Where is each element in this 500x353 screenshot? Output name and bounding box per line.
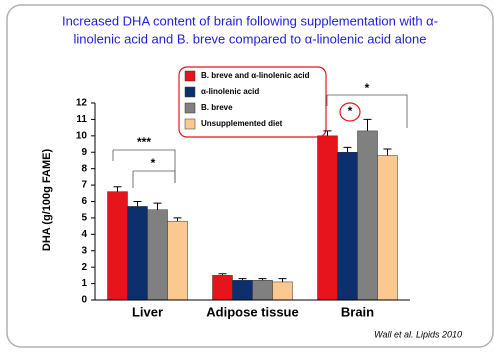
error-bar: [323, 130, 332, 136]
legend-swatch: [184, 118, 196, 130]
y-tick-label: 5: [81, 213, 87, 224]
y-tick-label: 11: [76, 114, 87, 125]
annotation: *: [348, 104, 353, 118]
y-tick-label: 12: [76, 98, 88, 109]
legend-swatch: [184, 86, 196, 98]
y-tick-label: 7: [81, 180, 87, 191]
legend-label: B. breve: [201, 103, 233, 112]
y-tick-label: 1: [81, 278, 87, 289]
y-tick-label: 9: [81, 147, 87, 158]
annotation: *: [151, 156, 156, 170]
y-tick-label: 10: [76, 130, 88, 141]
x-tick-label: Adipose tissue: [206, 304, 298, 319]
y-tick-label: 2: [81, 262, 87, 273]
bar: [317, 135, 338, 301]
y-tick-label: 6: [81, 196, 87, 207]
error-bar: [133, 201, 142, 207]
y-axis-label: DHA (g/100g FAME): [41, 149, 53, 252]
y-tick-label: 0: [81, 295, 87, 306]
highlight-circle: [339, 102, 361, 122]
error-bar: [153, 202, 162, 210]
bar: [252, 280, 273, 301]
legend-label: Unsupplemented diet: [201, 119, 283, 128]
error-bar: [238, 278, 247, 281]
error-bar: [113, 186, 122, 192]
bar: [147, 209, 168, 301]
bar: [357, 130, 378, 301]
error-bar: [278, 278, 287, 282]
significance-bracket: [132, 170, 176, 188]
significance-bracket: [326, 94, 408, 128]
chart-title: Increased DHA content of brain following…: [62, 13, 438, 28]
legend-box: [178, 66, 327, 138]
x-tick-label: Liver: [132, 304, 163, 319]
error-bar: [383, 148, 392, 156]
legend-label: α-linolenic acid: [201, 87, 259, 96]
bar: [127, 206, 148, 301]
y-tick-label: 3: [81, 245, 87, 256]
bar: [232, 280, 253, 301]
bar: [337, 152, 358, 301]
bar: [212, 275, 233, 301]
error-bar: [218, 273, 227, 276]
chart-title: linolenic acid and B. breve compared to …: [74, 31, 427, 46]
legend-label: B. breve and α-linolenic acid: [201, 71, 310, 80]
error-bar: [173, 217, 182, 222]
error-bar: [258, 278, 267, 281]
legend-swatch: [184, 102, 196, 114]
legend-swatch: [184, 70, 196, 82]
y-tick-label: 8: [81, 163, 87, 174]
source: Wall et al. Lipids 2010: [374, 329, 462, 339]
bar: [377, 155, 398, 301]
bar: [107, 191, 128, 301]
error-bar: [343, 146, 352, 153]
bar: [167, 220, 188, 301]
annotation: *: [365, 81, 370, 95]
x-tick-label: Brain: [341, 304, 374, 319]
y-tick-label: 4: [81, 229, 87, 240]
error-bar: [363, 118, 372, 131]
bar: [272, 281, 293, 301]
annotation: ***: [137, 135, 151, 149]
